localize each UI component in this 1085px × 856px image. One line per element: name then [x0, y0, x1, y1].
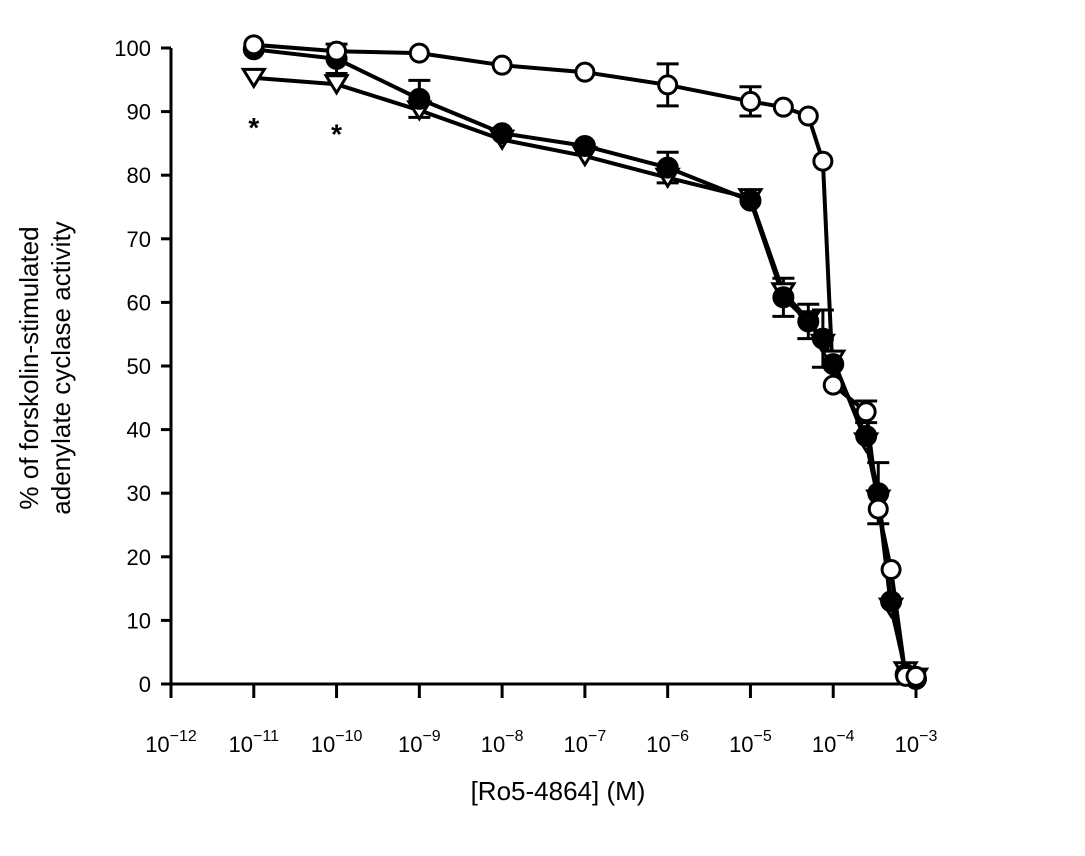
y-tick-label: 30: [127, 481, 151, 506]
y-axis-title-line-1: % of forskolin-stimulated: [14, 226, 44, 509]
data-markers: [240, 34, 930, 690]
data-point-open-circle: [797, 105, 819, 127]
y-tick-label: 60: [127, 290, 151, 315]
x-tick-label-exponent: −8: [505, 728, 523, 745]
data-point-open-circle: [574, 61, 596, 83]
x-tick-label: 10−8: [481, 728, 524, 757]
x-tick-label: 10−3: [895, 728, 938, 757]
data-point-open-circle: [739, 90, 761, 112]
y-tick-label: 70: [127, 227, 151, 252]
y-tick-label: 20: [127, 545, 151, 570]
y-tick-label: 100: [114, 36, 151, 61]
data-point-filled-circle: [408, 87, 431, 110]
data-point-open-circle: [812, 150, 834, 172]
x-tick-label: 10−9: [398, 728, 441, 757]
x-tick-label: 10−12: [145, 728, 197, 757]
data-point-filled-circle: [656, 156, 679, 179]
x-tick-label-base: 10: [646, 732, 670, 757]
x-tick-label: 10−11: [229, 728, 280, 757]
data-point-filled-circle: [772, 286, 795, 309]
data-point-open-circle: [657, 74, 679, 96]
data-point-filled-circle: [822, 353, 845, 376]
data-point-open-circle: [326, 40, 348, 62]
x-ticks: 10−12 10−11 10−10 10−9 10−8 10−7 10−6 10−5 10−4 1…: [145, 684, 937, 757]
x-tick-label-exponent: −10: [335, 728, 362, 745]
x-tick-label-base: 10: [398, 732, 422, 757]
x-tick-label: 10−10: [311, 728, 363, 757]
significance-asterisk: *: [331, 119, 342, 150]
x-tick-label-base: 10: [145, 732, 169, 757]
data-point-filled-circle: [880, 590, 903, 613]
x-tick-label-base: 10: [481, 732, 505, 757]
y-tick-label: 50: [127, 354, 151, 379]
data-point-open-circle: [243, 34, 265, 56]
data-point-open-circle: [772, 96, 794, 118]
y-tick-label: 80: [127, 163, 151, 188]
x-tick-label-base: 10: [729, 732, 753, 757]
data-point-open-circle: [855, 401, 877, 423]
x-tick-label-base: 10: [311, 732, 335, 757]
y-ticks: 0 10 20 30 40 50 60 70 80 90 100: [114, 36, 171, 697]
data-point-open-circle: [822, 374, 844, 396]
x-axis-title: [Ro5-4864] (M): [471, 776, 646, 806]
x-tick-label-base: 10: [812, 732, 836, 757]
y-tick-label: 0: [139, 672, 151, 697]
x-tick-label-exponent: −6: [671, 728, 689, 745]
x-tick-label: 10−6: [646, 728, 689, 757]
y-tick-label: 90: [127, 100, 151, 125]
x-tick-label-exponent: −5: [754, 728, 772, 745]
x-tick-label: 10−5: [729, 728, 772, 757]
x-tick-label: 10−4: [812, 728, 855, 757]
data-point-filled-circle: [855, 424, 878, 447]
y-axis-title-line-2: adenylate cyclase activity: [46, 221, 76, 514]
significance-asterisk: *: [248, 112, 259, 143]
x-tick-label-exponent: −11: [253, 728, 279, 745]
data-point-open-circle: [867, 498, 889, 520]
y-tick-label: 10: [127, 608, 151, 633]
x-tick-label-exponent: −9: [422, 728, 440, 745]
series-line-open-circle: [253, 42, 916, 679]
x-tick-label-base: 10: [895, 732, 919, 757]
data-point-filled-circle: [797, 310, 820, 333]
x-tick-label-exponent: −12: [170, 728, 197, 745]
data-point-open-circle: [905, 665, 927, 687]
x-tick-label-exponent: −4: [836, 728, 854, 745]
data-point-open-circle: [880, 559, 902, 581]
data-point-open-circle: [408, 42, 430, 64]
data-point-filled-circle: [491, 122, 514, 145]
x-tick-label-base: 10: [564, 732, 588, 757]
data-point-filled-circle: [739, 189, 762, 212]
series-lines: [253, 42, 918, 681]
x-tick-label-base: 10: [229, 732, 253, 757]
x-tick-label-exponent: −7: [588, 728, 606, 745]
x-tick-label: 10−7: [564, 728, 607, 757]
data-point-triangle: [323, 74, 350, 96]
data-point-filled-circle: [573, 134, 596, 157]
data-point-open-circle: [491, 54, 513, 76]
data-point-triangle: [240, 67, 267, 90]
annotations: * *: [248, 112, 342, 149]
y-tick-label: 40: [127, 418, 151, 443]
axes: [169, 48, 916, 686]
x-tick-label-exponent: −3: [919, 728, 937, 745]
data-point-filled-circle: [811, 327, 834, 350]
